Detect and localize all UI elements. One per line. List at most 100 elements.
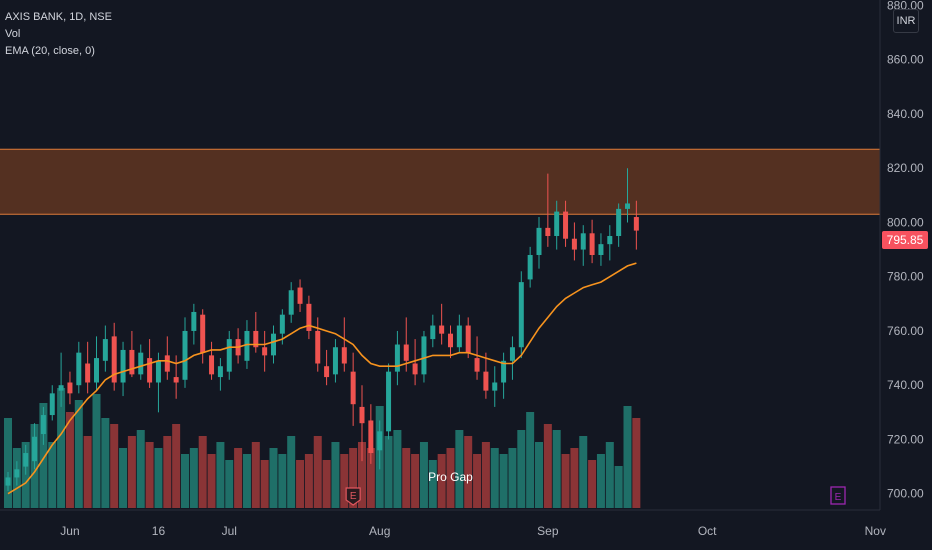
volume-bar bbox=[136, 430, 145, 508]
candle-body bbox=[94, 358, 99, 383]
ema-indicator-label[interactable]: EMA (20, close, 0) bbox=[5, 45, 95, 57]
candle-body bbox=[147, 358, 153, 383]
resistance-zone bbox=[0, 148, 880, 215]
volume-bar bbox=[198, 436, 207, 508]
candle-body bbox=[315, 330, 321, 364]
volume-bar bbox=[287, 436, 296, 508]
chart-legend: AXIS BANK, 1D, NSE Vol EMA (20, close, 0… bbox=[5, 9, 112, 60]
pro-gap-label: Pro Gap bbox=[428, 470, 473, 484]
volume-bar bbox=[57, 388, 66, 508]
volume-bar bbox=[340, 454, 349, 508]
candle-body bbox=[306, 303, 312, 331]
candle-body bbox=[616, 208, 622, 237]
x-tick-label: Jul bbox=[222, 524, 237, 538]
volume-bar bbox=[632, 418, 641, 508]
currency-button[interactable]: INR bbox=[893, 9, 919, 33]
volume-bar bbox=[269, 448, 278, 508]
candle-body bbox=[483, 371, 489, 391]
volume-bar bbox=[419, 442, 428, 508]
earnings-marker-past bbox=[345, 487, 361, 506]
volume-bar bbox=[172, 424, 181, 508]
candle-body bbox=[377, 431, 383, 451]
zone-fill bbox=[0, 149, 880, 215]
volume-bar bbox=[65, 412, 74, 508]
candle-body bbox=[191, 311, 197, 331]
candle-body bbox=[536, 227, 542, 255]
volume-bar bbox=[119, 448, 128, 508]
earnings-marker-future-label: E bbox=[835, 492, 842, 503]
volume-bar bbox=[490, 448, 499, 508]
volume-bar bbox=[481, 442, 490, 508]
candle-body bbox=[501, 360, 507, 383]
volume-bar bbox=[234, 448, 243, 508]
candle-body bbox=[368, 420, 374, 454]
volume-bar bbox=[614, 466, 623, 508]
volume-bar bbox=[216, 442, 225, 508]
candle-body bbox=[421, 336, 427, 375]
volume-bar bbox=[83, 436, 92, 508]
markers: Pro Gap E E bbox=[345, 470, 846, 506]
volume-bar bbox=[225, 460, 234, 508]
candle-body bbox=[324, 366, 330, 378]
volume-bar bbox=[48, 442, 57, 508]
volume-bar bbox=[242, 454, 251, 508]
candle-body bbox=[138, 352, 144, 375]
symbol-title[interactable]: AXIS BANK, 1D, NSE bbox=[5, 11, 112, 23]
candle-body bbox=[297, 287, 303, 304]
candle-body bbox=[341, 347, 347, 364]
candle-body bbox=[102, 339, 108, 361]
x-tick-label: 16 bbox=[152, 524, 166, 538]
candle-body bbox=[49, 393, 55, 416]
volume-bar bbox=[552, 430, 561, 508]
candle-body bbox=[386, 371, 392, 432]
candle-body bbox=[545, 227, 551, 237]
candle-body bbox=[111, 336, 117, 383]
volume-bar bbox=[110, 424, 119, 508]
volume-bar bbox=[313, 436, 322, 508]
candle-body bbox=[492, 382, 498, 391]
candle-body bbox=[271, 333, 276, 356]
candle-body bbox=[474, 358, 480, 372]
y-tick-label: 780.00 bbox=[887, 270, 924, 284]
y-tick-label: 820.00 bbox=[887, 161, 924, 175]
ema-line bbox=[7, 262, 637, 495]
volume-bar bbox=[508, 448, 517, 508]
candle-body bbox=[332, 347, 338, 375]
candle-body bbox=[625, 203, 630, 209]
volume-bar bbox=[579, 436, 588, 508]
volume-bar bbox=[127, 436, 136, 508]
y-tick-label: 700.00 bbox=[887, 487, 924, 501]
candle-body bbox=[598, 244, 604, 255]
volume-bar bbox=[561, 454, 570, 508]
y-tick-label: 840.00 bbox=[887, 107, 924, 121]
last-price-tag: 795.85 bbox=[882, 231, 928, 249]
volume-bar bbox=[464, 436, 473, 508]
volume-bar bbox=[21, 442, 30, 508]
candle-body bbox=[607, 236, 613, 245]
candle-body bbox=[439, 325, 445, 334]
volume-bar bbox=[189, 448, 198, 508]
volume-bar bbox=[145, 442, 154, 508]
volume-bar bbox=[251, 442, 260, 508]
volume-bar bbox=[596, 454, 605, 508]
volume-bar bbox=[366, 448, 375, 508]
volume-bar bbox=[526, 412, 535, 508]
volume-bar bbox=[163, 436, 172, 508]
candle-body bbox=[554, 211, 560, 237]
ema-path bbox=[7, 262, 637, 495]
candle-body bbox=[571, 238, 577, 250]
candle-body bbox=[288, 290, 294, 315]
candle-body bbox=[244, 330, 250, 361]
volume-bar bbox=[4, 418, 12, 508]
y-tick-label: 760.00 bbox=[887, 324, 924, 338]
volume-bar bbox=[499, 454, 508, 508]
candle-body bbox=[182, 330, 188, 380]
volume-bar bbox=[535, 442, 543, 508]
volume-bar bbox=[570, 448, 579, 508]
volume-indicator-label[interactable]: Vol bbox=[5, 28, 21, 40]
volume-bar bbox=[260, 460, 269, 508]
volume-bar bbox=[473, 454, 482, 508]
candle-body bbox=[279, 314, 285, 334]
candle-body bbox=[209, 355, 215, 375]
